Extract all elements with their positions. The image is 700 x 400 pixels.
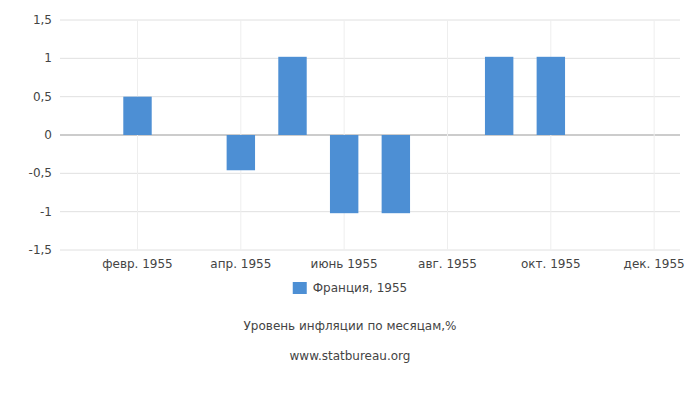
annotation: www.statbureau.org bbox=[290, 349, 411, 363]
bar bbox=[72, 135, 100, 136]
legend: Франция, 1955 bbox=[293, 281, 408, 295]
y-grid-line bbox=[60, 135, 680, 136]
x-grid-line bbox=[447, 20, 448, 250]
x-tick-label: авг. 1955 bbox=[418, 257, 477, 271]
bar bbox=[278, 57, 306, 135]
bar bbox=[123, 97, 151, 135]
bar bbox=[640, 135, 668, 136]
x-tick-label: дек. 1955 bbox=[624, 257, 685, 271]
y-grid-line bbox=[60, 58, 680, 59]
y-tick-label: -0,5 bbox=[29, 166, 52, 180]
bar bbox=[588, 135, 616, 136]
y-grid-line bbox=[60, 211, 680, 212]
y-tick-label: -1 bbox=[40, 205, 52, 219]
y-tick-label: 0 bbox=[44, 128, 52, 142]
y-tick-label: 0,5 bbox=[33, 90, 52, 104]
legend-label: Франция, 1955 bbox=[313, 281, 408, 295]
x-tick-label: февр. 1955 bbox=[102, 257, 173, 271]
bars bbox=[123, 57, 565, 213]
bar bbox=[227, 135, 255, 170]
x-tick-label: окт. 1955 bbox=[521, 257, 581, 271]
legend-swatch bbox=[293, 282, 307, 294]
chart-svg: -1,5 -1 -0,5 0 0,5 1 1,5 февр. 1955 апр. 1955 июн… bbox=[0, 0, 700, 400]
y-grid-line bbox=[60, 250, 680, 251]
x-axis-label: Уровень инфляции по месяцам,% bbox=[244, 319, 457, 333]
bar bbox=[330, 135, 358, 213]
chart-container: -1,5 -1 -0,5 0 0,5 1 1,5 февр. 1955 апр. 1955 июн… bbox=[0, 0, 700, 400]
x-grid-line bbox=[654, 20, 655, 250]
x-tick-label: апр. 1955 bbox=[210, 257, 271, 271]
y-grid-line bbox=[60, 96, 680, 97]
bar bbox=[485, 57, 513, 135]
grid bbox=[60, 20, 680, 250]
bar bbox=[433, 135, 461, 136]
legend-item: Франция, 1955 bbox=[293, 281, 408, 295]
y-grid-line bbox=[60, 20, 680, 21]
y-tick-label: -1,5 bbox=[29, 243, 52, 257]
x-tick-label: июнь 1955 bbox=[311, 257, 378, 271]
bar bbox=[175, 135, 203, 136]
bar bbox=[537, 57, 565, 135]
y-tick-label: 1 bbox=[44, 51, 52, 65]
bar bbox=[382, 135, 410, 213]
y-tick-label: 1,5 bbox=[33, 13, 52, 27]
y-grid-line bbox=[60, 173, 680, 174]
